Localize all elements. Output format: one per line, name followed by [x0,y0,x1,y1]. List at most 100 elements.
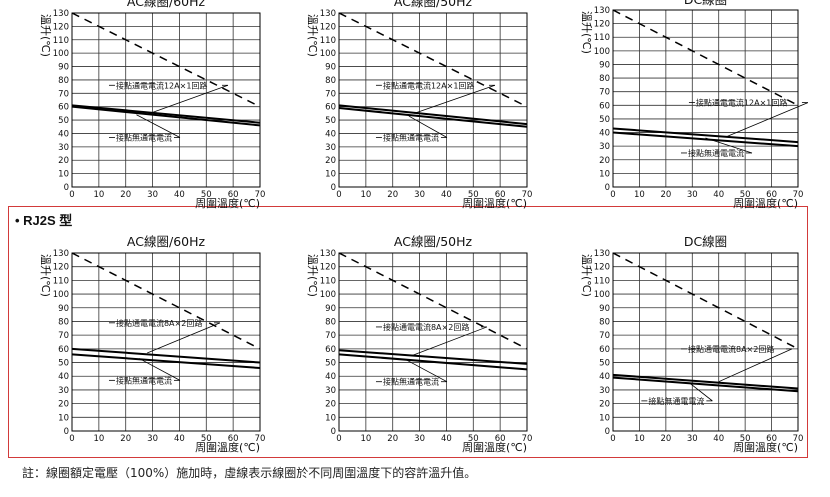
annotation-label: 接點通電電流8A×2回路 [688,344,774,354]
annotation-pointer [408,115,448,138]
y-tick-label: 30 [325,386,336,396]
chart-title: AC線圈/60Hz [127,234,206,249]
y-tick-label: 100 [53,49,69,59]
series-line [338,353,528,371]
series-line [71,353,261,370]
x-tick-label: 40 [713,190,724,200]
x-tick-label: 60 [495,190,506,200]
chart-title: AC線圈/50Hz [394,234,473,249]
allowable-limit-line [71,252,261,350]
y-tick-label: 40 [599,372,610,382]
allowable-limit-line [612,252,799,350]
x-tick-label: 40 [441,434,452,444]
x-tick-label: 30 [147,190,158,200]
x-axis-label: 周圍溫度(℃) [733,440,798,454]
y-tick-label: 130 [53,249,69,259]
allowable-limit-line [338,252,528,350]
plot-frame [338,12,528,188]
y-tick-label: 50 [325,359,336,369]
y-tick-label: 80 [58,76,69,86]
x-tick-label: 10 [360,434,371,444]
series-line [338,349,528,365]
y-axis-label: 溫升(℃) [580,254,594,297]
section-title: • RJ2S 型 [15,213,73,228]
plot-frame [71,252,261,432]
x-tick-label: 50 [468,434,479,444]
chart-3: 0 10 20 30 40 50 60 70 0 10 20 30 40 50 60 70 80 90 100 110… [580,0,809,210]
x-tick-label: 40 [441,190,452,200]
y-tick-label: 50 [58,359,69,369]
footnote: 註：線圈額定電壓（100%）施加時，虛線表示線圈於不同周圍溫度下的容許溫升值。 [22,466,477,480]
y-tick-label: 30 [58,143,69,153]
x-tick-label: 70 [793,434,804,444]
x-tick-label: 50 [740,434,751,444]
annotation-label: 接點無通電電流 [688,148,744,158]
annotation-pointer [138,358,181,381]
y-axis-label: 溫升(℃) [39,14,53,57]
x-tick-label: 60 [495,434,506,444]
y-tick-label: 130 [594,249,610,259]
plot-frame [71,12,261,188]
x-tick-label: 20 [387,190,398,200]
x-tick-label: 70 [255,190,266,200]
series-line [71,347,261,364]
y-tick-label: 30 [325,143,336,153]
x-tick-label: 10 [93,434,104,444]
x-tick-label: 70 [522,434,533,444]
annotation-label: 接點通電電流8A×2回路 [116,318,202,328]
y-tick-label: 40 [325,372,336,382]
x-axis-label: 周圍溫度(℃) [195,440,260,454]
y-tick-label: 100 [53,290,69,300]
y-tick-label: 10 [599,413,610,423]
x-tick-label: 60 [228,434,239,444]
x-tick-label: 30 [414,190,425,200]
y-tick-label: 60 [325,103,336,113]
annotation-label: 接點通電電流12A×1回路 [696,98,787,108]
y-tick-label: 50 [599,359,610,369]
y-tick-label: 0 [605,427,610,437]
chart-1: 0 10 20 30 40 50 60 700102030405060708090100110… [39,0,265,210]
y-tick-label: 0 [331,427,336,437]
y-tick-label: 70 [325,89,336,99]
plot-frame [612,9,799,188]
y-tick-label: 90 [58,304,69,314]
x-tick-label: 30 [687,190,698,200]
y-tick-label: 70 [58,89,69,99]
y-tick-label: 20 [58,400,69,410]
annotation-label: 接點通電電流12A×1回路 [383,80,474,90]
allowable-limit-line [338,12,528,108]
annotation-pointer [726,102,809,137]
y-axis-label: 溫升(℃) [39,254,53,297]
x-tick-label: 40 [174,434,185,444]
y-tick-label: 90 [325,304,336,314]
y-tick-label: 60 [58,345,69,355]
y-tick-label: 100 [594,290,610,300]
y-tick-label: 20 [325,400,336,410]
y-tick-label: 80 [325,317,336,327]
series-line [71,105,261,127]
series-line [338,107,528,128]
y-tick-label: 110 [320,36,336,46]
annotation-pointer [149,84,229,114]
chart-title: AC線圈/50Hz [394,0,473,9]
annotation-label: 接點通電電流12A×1回路 [116,80,207,90]
y-tick-label: 20 [325,156,336,166]
x-tick-label: 70 [793,190,804,200]
y-tick-label: 110 [53,276,69,286]
y-tick-label: 0 [605,183,610,193]
series-line [612,373,799,390]
y-tick-label: 10 [58,413,69,423]
y-tick-label: 70 [325,331,336,341]
x-tick-label: 70 [522,190,533,200]
y-tick-label: 90 [325,63,336,73]
y-tick-label: 0 [331,183,336,193]
annotation-label: 接點通電電流8A×2回路 [383,322,469,332]
x-tick-label: 0 [69,190,74,200]
x-tick-label: 0 [610,434,615,444]
x-tick-label: 10 [634,190,645,200]
y-tick-label: 40 [599,129,610,139]
chart-title: DC線圈 [684,234,727,249]
x-tick-label: 30 [414,434,425,444]
annotation-pointer [414,84,496,114]
x-tick-label: 60 [766,190,777,200]
